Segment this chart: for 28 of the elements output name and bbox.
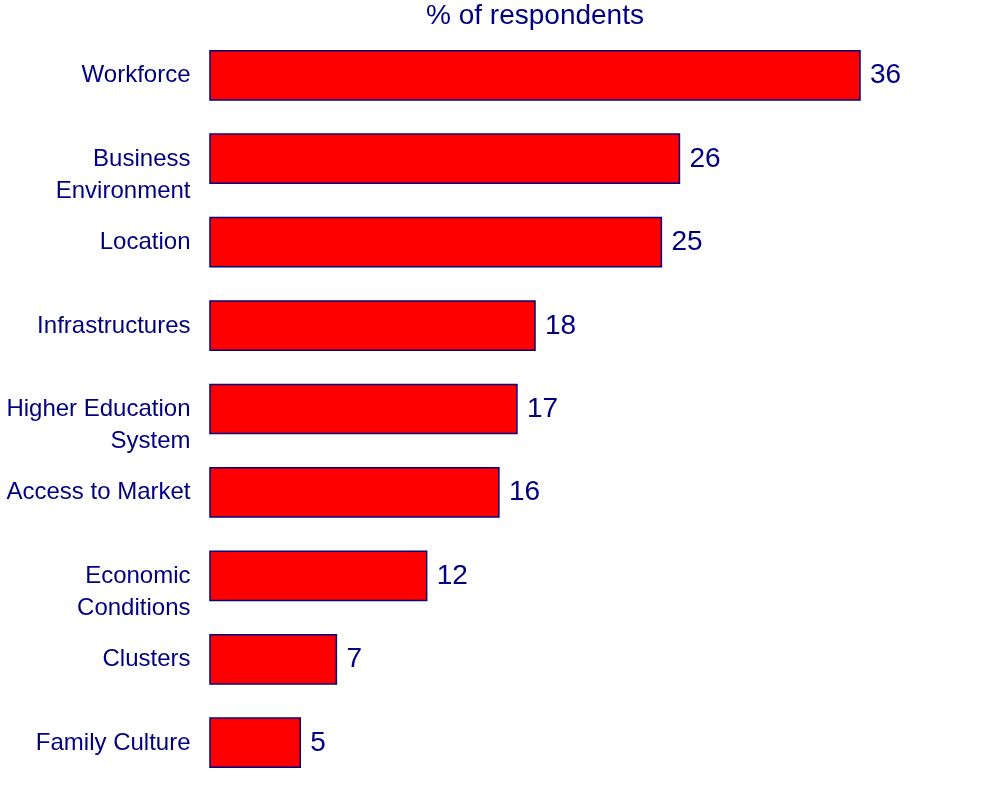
y-tick-label: Access to Market — [6, 477, 191, 505]
data-label: 16 — [508, 475, 541, 507]
data-label: 36 — [870, 58, 902, 90]
data-label: 17 — [526, 392, 559, 423]
bar — [209, 633, 338, 685]
bar — [209, 717, 302, 769]
y-tick-label: Infrastructures — [37, 310, 191, 338]
bar — [209, 133, 681, 185]
data-label: 12 — [436, 558, 468, 590]
y-tick-label: Family Culture — [35, 727, 191, 755]
bar — [209, 467, 500, 518]
y-tick-label: Workforce — [81, 60, 191, 88]
bar — [209, 49, 861, 101]
bar — [209, 550, 428, 602]
bar — [209, 300, 536, 351]
data-label: 18 — [545, 308, 577, 340]
y-tick-label: Higher Education System — [6, 394, 191, 453]
y-tick-label: Clusters — [102, 644, 191, 672]
y-tick-label: Economic Conditions — [77, 560, 191, 620]
data-label: 7 — [346, 642, 362, 674]
bar — [209, 383, 518, 435]
chart-title: % of respondents — [426, 0, 644, 30]
bar — [209, 216, 663, 268]
data-label: 25 — [671, 225, 703, 257]
y-tick-label: Location — [99, 227, 191, 255]
y-tick-label: Business Environment — [55, 143, 191, 203]
data-label: 5 — [310, 725, 326, 757]
data-label: 26 — [689, 141, 721, 173]
